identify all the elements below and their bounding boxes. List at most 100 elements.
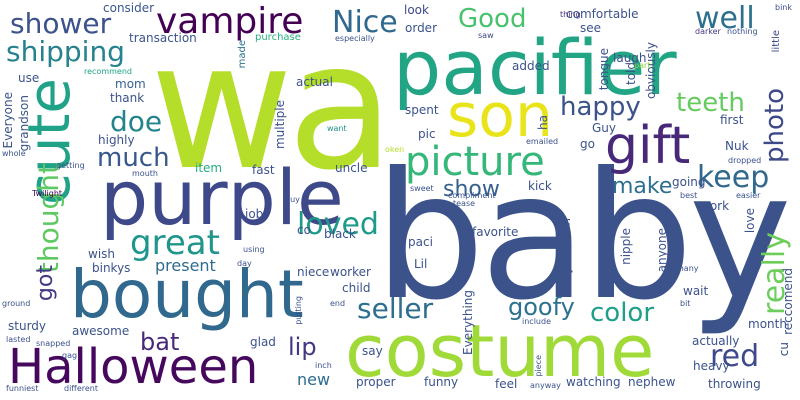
word-job: job — [245, 207, 264, 221]
word-comfortable: comfortable — [566, 7, 639, 21]
word-transaction: transaction — [129, 31, 197, 45]
word-feel: feel — [495, 377, 518, 391]
word-order: order — [405, 21, 437, 35]
word-mom: mom — [115, 77, 146, 91]
word-lil: Lil — [414, 257, 428, 271]
word-worker: worker — [330, 265, 371, 279]
word-glad: glad — [250, 335, 276, 349]
word-show: show — [443, 177, 500, 202]
word-mouth: mouth — [132, 169, 158, 178]
word-snapped: snapped — [36, 339, 71, 348]
word-love: love — [743, 208, 757, 234]
word-item: item — [195, 161, 223, 175]
word-nipple: nipple — [619, 228, 633, 265]
word-see: see — [580, 21, 602, 35]
word-use: use — [18, 71, 40, 85]
word-picture: picture — [405, 139, 545, 185]
word-proper: proper — [356, 375, 396, 389]
word-wa: wa — [150, 6, 394, 209]
word-end: end — [330, 299, 346, 308]
word-bat: bat — [140, 328, 180, 356]
word-compliment: compliment — [448, 191, 496, 200]
word-using: using — [243, 245, 265, 254]
word-binkys: binkys — [92, 261, 131, 275]
word-baby: baby — [374, 136, 792, 339]
word-say: say — [362, 344, 383, 358]
word-kick: kick — [528, 179, 552, 193]
word-happy: happy — [560, 92, 641, 122]
word-getting: getting — [56, 161, 85, 170]
word-nothing: nothing — [727, 27, 758, 36]
word-laugh: laugh — [613, 51, 647, 65]
word-red: red — [710, 339, 760, 374]
word-month: month — [748, 317, 787, 331]
word-tongue: tongue — [597, 48, 611, 91]
word-teeth: teeth — [676, 88, 745, 118]
word-present: present — [155, 256, 216, 275]
word-ha: ha — [536, 115, 550, 130]
word-uncle: uncle — [335, 161, 368, 175]
word-sturdy: sturdy — [8, 319, 47, 333]
word-bought: bought — [70, 256, 304, 333]
word-everyone: Everyone — [1, 92, 15, 149]
word-bink: bink — [775, 3, 793, 12]
word-easier: easier — [736, 191, 761, 200]
word-obviously: obviously — [644, 42, 658, 100]
word-halloween: Halloween — [8, 339, 259, 395]
word-make: make — [612, 174, 673, 199]
word-piece: piece — [534, 355, 543, 377]
word-shipping: shipping — [6, 35, 125, 68]
word-consider: consider — [103, 1, 155, 15]
word-shower: shower — [10, 7, 112, 40]
word-grandson: grandson — [17, 95, 31, 152]
word-child: child — [342, 281, 371, 295]
word-photo: photo — [760, 88, 790, 163]
word-gift: gift — [605, 116, 691, 176]
word-day: day — [237, 259, 252, 268]
word-co: co — [297, 223, 311, 237]
word-wait: wait — [683, 284, 709, 298]
word-vampire: vampire — [156, 1, 304, 42]
word-include: include — [522, 317, 551, 326]
word-yellowish: yellowish — [559, 218, 573, 274]
word-watching: watching — [566, 375, 621, 389]
word-spent: spent — [405, 103, 439, 117]
word-part: part — [634, 61, 651, 70]
word-many: many — [676, 264, 699, 273]
word-great: great — [130, 223, 220, 263]
word-going: going — [672, 175, 706, 189]
word-pacifier: pacifier — [393, 23, 677, 112]
word-loved: loved — [297, 207, 379, 242]
word-best: best — [680, 191, 698, 200]
word-keep: keep — [697, 160, 770, 195]
word-goofy: goofy — [508, 293, 575, 321]
word-different: different — [64, 384, 98, 393]
word-look: look — [404, 3, 429, 17]
word-everything: Everything — [461, 290, 475, 355]
word-guy: Guy — [592, 121, 617, 135]
word-sweet: sweet — [410, 184, 434, 193]
word-purchase: purchase — [255, 32, 301, 43]
word-twilight: Twilight — [32, 189, 63, 198]
word-whole: whole — [2, 149, 26, 158]
word-favorite: favorite — [472, 225, 519, 239]
word-little: little — [771, 30, 782, 53]
word-good: Good — [458, 4, 527, 34]
word-anyone: anyone — [655, 228, 669, 273]
word-black: black — [324, 227, 356, 241]
word-buy: buy — [285, 195, 300, 204]
word-especially: especially — [335, 34, 375, 43]
word-bit: bit — [680, 299, 691, 308]
word-thank: thank — [110, 91, 145, 105]
word-made: made — [237, 40, 248, 69]
word-inch: inch — [315, 361, 332, 370]
word-niece: niece — [297, 265, 330, 279]
word-ground: ground — [2, 299, 31, 308]
word-actually: actually — [692, 334, 740, 348]
word-nephew: nephew — [628, 375, 676, 389]
word-funny: funny — [424, 375, 459, 389]
word-want: want — [327, 124, 347, 133]
word-lip: lip — [288, 333, 317, 361]
word-darker: darker — [695, 27, 721, 36]
